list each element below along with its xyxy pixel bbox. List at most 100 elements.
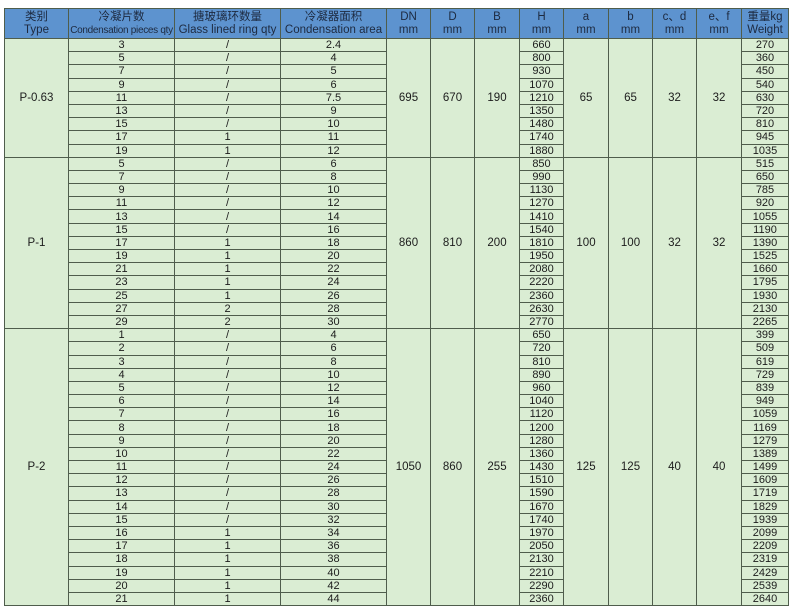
header-label-cn: b xyxy=(627,10,634,23)
weight-cell: 1035 xyxy=(741,143,789,158)
weight-cell: 839 xyxy=(741,380,789,396)
glass-ring-cell: 1 xyxy=(174,262,281,277)
area-cell: 28 xyxy=(280,301,387,316)
area-cell: 14 xyxy=(280,394,387,409)
specification-table: 类别 Type 冷凝片数 Condensation pieces qty 搪玻璃环数量 G… xyxy=(4,8,789,607)
table-row: 4/10 890 729 xyxy=(5,367,789,382)
glass-ring-cell: 1 xyxy=(174,539,281,554)
weight-cell: 1795 xyxy=(741,275,789,290)
b-dim-cell: 255 xyxy=(474,328,520,607)
weight-cell: 630 xyxy=(741,90,789,105)
header-label-cn: DN xyxy=(400,10,417,23)
area-cell: 8 xyxy=(280,169,387,185)
header-type: 类别 Type xyxy=(4,8,69,39)
glass-ring-cell: / xyxy=(174,209,281,224)
table-row: 17 1 11 1740 945 xyxy=(5,130,789,145)
table-row: 9/6 1070 540 xyxy=(5,77,789,92)
b-dim-cell: 200 xyxy=(474,156,520,330)
header-label-en: mm xyxy=(487,23,507,36)
glass-ring-cell: 1 xyxy=(174,591,281,607)
header-label-cn: 冷凝片数 xyxy=(98,10,145,23)
h-cell: 2050 xyxy=(519,539,564,554)
h-cell: 1540 xyxy=(519,222,564,237)
glass-ring-cell: / xyxy=(174,354,281,369)
area-cell: 6 xyxy=(280,156,387,171)
h-cell: 1120 xyxy=(519,407,564,422)
pieces-cell: 11 xyxy=(68,90,175,105)
glass-ring-cell: / xyxy=(174,51,281,66)
table-row: 15/32 1740 1939 xyxy=(5,512,789,527)
weight-cell: 1190 xyxy=(741,222,789,237)
weight-cell: 2319 xyxy=(741,552,789,567)
table-row: P-2 1/4 1050 860 255 650 125 125 40 40 399 xyxy=(4,328,789,607)
glass-ring-cell: / xyxy=(174,407,281,422)
h-cell: 800 xyxy=(519,51,564,66)
h-cell: 1210 xyxy=(519,90,564,105)
weight-cell: 1525 xyxy=(741,248,789,264)
pieces-cell: 7 xyxy=(68,407,175,422)
h-cell: 960 xyxy=(519,380,564,396)
weight-cell: 650 xyxy=(741,169,789,185)
area-cell: 9 xyxy=(280,103,387,119)
glass-ring-cell: 2 xyxy=(174,301,281,316)
h-cell: 1880 xyxy=(519,143,564,158)
header-label-en: Condensation area xyxy=(284,23,383,36)
glass-ring-cell: 1 xyxy=(174,525,281,541)
weight-cell: 1055 xyxy=(741,209,789,224)
pieces-cell: 11 xyxy=(68,459,175,475)
header-label-cn: 类别 xyxy=(25,10,48,23)
table-row: 11/24 1430 1499 xyxy=(5,459,789,475)
h-cell: 1360 xyxy=(519,446,564,462)
header-label-en: mm xyxy=(664,23,685,36)
weight-cell: 1939 xyxy=(741,512,789,527)
header-cd: c、d mm xyxy=(652,8,697,39)
table-row: 25 1 26 2360 1930 xyxy=(5,288,789,303)
glass-ring-cell: / xyxy=(174,169,281,185)
h-cell: 2360 xyxy=(519,288,564,303)
area-cell: 10 xyxy=(280,117,387,132)
pieces-cell: 19 xyxy=(68,143,175,158)
pieces-cell: 19 xyxy=(68,565,175,580)
header-condensation-pieces: 冷凝片数 Condensation pieces qty xyxy=(68,8,175,39)
table-row: 13/9 1350 720 xyxy=(5,103,789,119)
cd-cell: 32 xyxy=(652,38,697,158)
header-ef: e、f mm xyxy=(696,8,742,39)
area-cell: 4 xyxy=(280,328,387,343)
pieces-cell: 18 xyxy=(68,552,175,567)
pieces-cell: 12 xyxy=(68,473,175,488)
glass-ring-cell: / xyxy=(174,459,281,475)
glass-ring-cell: 1 xyxy=(174,578,281,593)
pieces-cell: 15 xyxy=(68,512,175,527)
d-cell: 670 xyxy=(430,38,475,158)
h-cell: 1740 xyxy=(519,512,564,527)
ef-cell: 32 xyxy=(696,38,742,158)
pieces-cell: 4 xyxy=(68,367,175,382)
table-row: 27 2 28 2630 2130 xyxy=(5,301,789,316)
header-label-en: Type xyxy=(24,23,49,36)
pieces-cell: 17 xyxy=(68,235,175,251)
pieces-cell: 23 xyxy=(68,275,175,290)
area-cell: 36 xyxy=(280,539,387,554)
pieces-cell: 9 xyxy=(68,183,175,198)
glass-ring-cell: 2 xyxy=(174,314,281,330)
weight-cell: 2640 xyxy=(741,591,789,607)
h-cell: 1740 xyxy=(519,130,564,145)
weight-cell: 1719 xyxy=(741,486,789,501)
table-row: 18 1 38 2130 2319 xyxy=(5,552,789,567)
h-cell: 2770 xyxy=(519,314,564,330)
weight-cell: 515 xyxy=(741,156,789,171)
h-cell: 1510 xyxy=(519,473,564,488)
pieces-cell: 13 xyxy=(68,486,175,501)
header-condensation-area: 冷凝器面积 Condensation area xyxy=(280,8,387,39)
h-cell: 1270 xyxy=(519,196,564,211)
table-row: 9/10 1130 785 xyxy=(5,183,789,198)
glass-ring-cell: / xyxy=(174,394,281,409)
area-cell: 6 xyxy=(280,77,387,92)
h-cell: 650 xyxy=(519,328,564,343)
pieces-cell: 21 xyxy=(68,262,175,277)
h-cell: 1280 xyxy=(519,433,564,448)
table-row: 11/12 1270 920 xyxy=(5,196,789,211)
weight-cell: 810 xyxy=(741,117,789,132)
b-cell: 65 xyxy=(608,38,653,158)
pieces-cell: 25 xyxy=(68,288,175,303)
